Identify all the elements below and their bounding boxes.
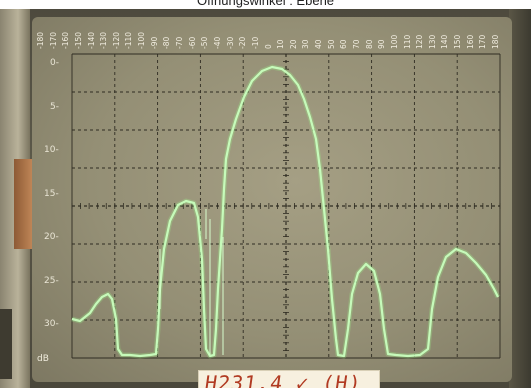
pattern-trace (71, 65, 499, 358)
db-tick-label: 30- (44, 319, 59, 329)
angle-tick-label: -20 (238, 36, 248, 49)
angle-tick-label: -170 (48, 31, 58, 49)
angle-tick-label: -180 (36, 31, 45, 49)
sticker-text: H231.4 ✓ (H) (203, 371, 364, 388)
angle-tick-label: -100 (137, 31, 147, 49)
angle-tick-label: -120 (111, 31, 121, 49)
angle-tick-label: 60 (339, 39, 349, 49)
angle-tick-label: 140 (440, 34, 450, 49)
caption: Öffnungswinkel : Ebene (196, 0, 335, 8)
angle-tick-label: 30 (301, 39, 311, 49)
angle-tick-label: 170 (478, 34, 488, 49)
angle-tick-label: 10 (276, 39, 286, 49)
angle-tick-label: -30 (225, 36, 235, 49)
db-tick-label: 5- (50, 101, 59, 112)
db-tick-label: 20- (44, 232, 59, 242)
angle-tick-label: 180 (491, 34, 500, 49)
angle-tick-label: -80 (162, 36, 172, 49)
db-tick-label: 25- (44, 275, 59, 286)
angle-tick-label: -110 (124, 31, 134, 49)
angle-tick-label: -60 (187, 36, 197, 49)
angle-tick-label: 160 (465, 34, 475, 49)
angle-tick-label: 20 (288, 39, 298, 49)
angle-tick-label: 110 (402, 34, 412, 49)
angle-tick-label: -140 (86, 31, 96, 49)
angle-tick-label: -150 (73, 31, 83, 49)
left-bezel (0, 9, 34, 388)
angle-tick-label: 40 (314, 39, 324, 49)
polar-plot (71, 53, 501, 359)
angle-tick-label: -160 (61, 31, 71, 49)
angle-tick-label: 90 (377, 39, 387, 49)
angle-tick-label: 80 (364, 39, 374, 49)
angle-tick-label: 120 (415, 34, 425, 49)
bezel-tab (14, 159, 34, 249)
oscilloscope-photo: -180 -170 -160 -150 -140 -130 -120 -110 -100 -90-… (0, 9, 531, 388)
angle-tick-label: -40 (212, 36, 222, 49)
angle-tick-label: -70 (175, 36, 185, 49)
db-unit-label: dB (37, 354, 49, 364)
angle-tick-label: 70 (351, 39, 361, 49)
right-bezel (509, 9, 531, 388)
sticker-label: H231.4 ✓ (H) (198, 370, 380, 388)
angle-tick-label: 150 (453, 34, 463, 49)
bezel-notch (0, 309, 12, 379)
angle-tick-label: -50 (200, 36, 210, 49)
angle-tick-label: 130 (427, 34, 437, 49)
db-tick-label: 0- (50, 58, 59, 68)
angle-tick-label: 100 (389, 34, 399, 49)
angle-tick-label: 50 (326, 39, 336, 49)
angle-tick-label: -130 (99, 31, 109, 49)
angle-tick-label: -10 (250, 36, 260, 49)
db-tick-label: 10- (44, 145, 59, 155)
angle-tick-label: -90 (149, 36, 159, 49)
pattern-trace-glow (71, 64, 501, 359)
screen (32, 17, 512, 382)
db-tick-label: 15- (44, 188, 59, 199)
angle-tick-label: 0 (263, 44, 273, 49)
